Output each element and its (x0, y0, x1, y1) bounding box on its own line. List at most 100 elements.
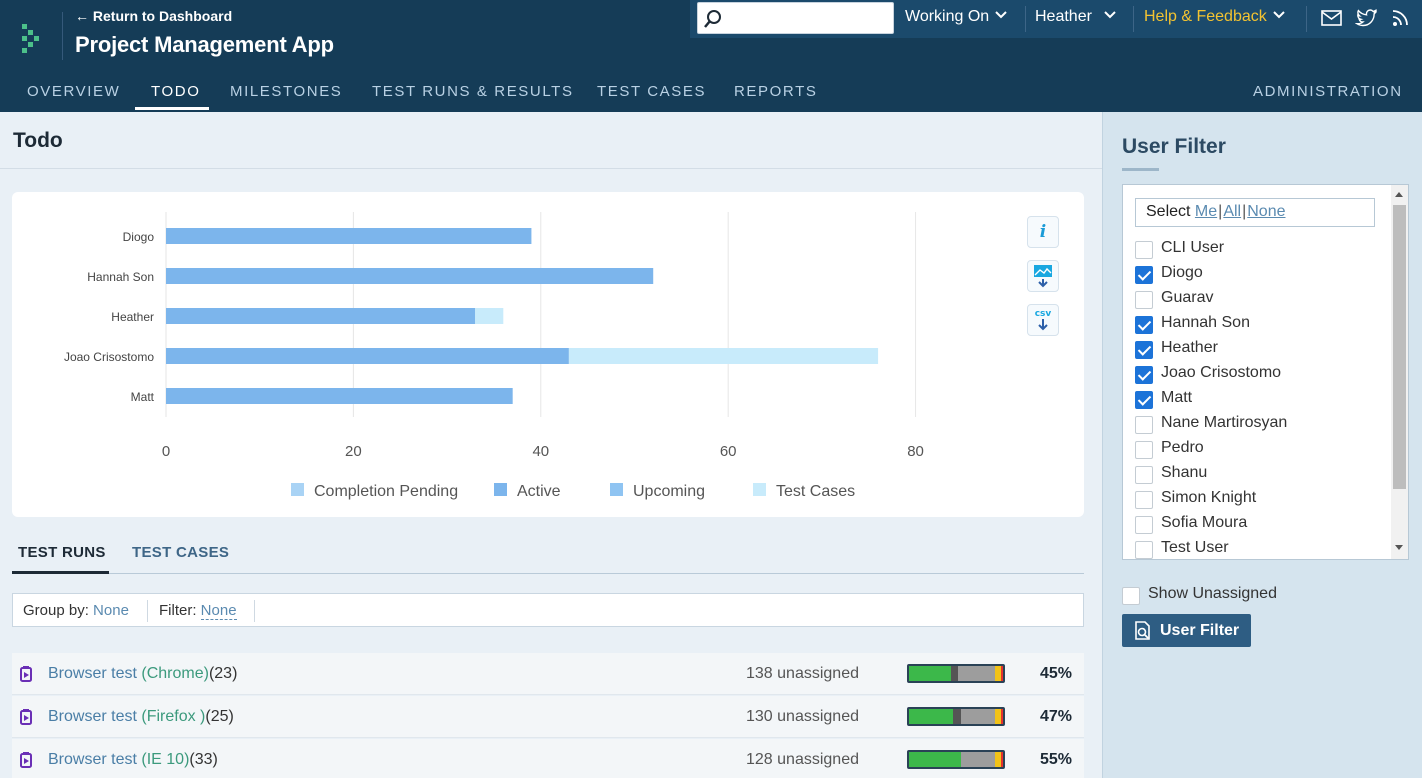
user-option[interactable]: Heather (1135, 338, 1375, 360)
progress-percent: 45% (1039, 665, 1072, 682)
user-menu-dropdown[interactable]: Heather (1035, 8, 1116, 26)
progress-bar (907, 664, 1005, 683)
user-name-label: Hannah Son (1161, 314, 1250, 331)
user-checkbox[interactable] (1135, 366, 1153, 384)
tab-overview[interactable]: OVERVIEW (27, 83, 121, 100)
test-run-row[interactable]: Browser test (IE 10)(33) 128 unassigned 55… (12, 739, 1084, 778)
chart-export-csv-button[interactable]: csv (1027, 304, 1059, 336)
return-to-dashboard-link[interactable]: ← Return to Dashboard (75, 8, 233, 24)
select-shortcuts: Select Me|All|None (1135, 198, 1375, 227)
user-checkbox[interactable] (1135, 266, 1153, 284)
user-option[interactable]: CLI User (1135, 238, 1375, 260)
user-option[interactable]: Joao Crisostomo (1135, 363, 1375, 385)
app-header: ← Return to Dashboard Project Management… (0, 0, 1422, 112)
user-list-box[interactable]: Select Me|All|None CLI User Diogo Guarav Ha… (1122, 184, 1409, 560)
tab-milestones[interactable]: MILESTONES (230, 83, 343, 100)
test-run-link[interactable]: Browser test (Chrome)(23) (48, 665, 237, 683)
user-option[interactable]: Diogo (1135, 263, 1375, 285)
tab-todo[interactable]: TODO (151, 83, 201, 100)
tab-reports[interactable]: REPORTS (734, 83, 818, 100)
todo-chart-card: 0 20 40 60 80 Diogo Hannah Son Heather Joao Cris… (12, 192, 1084, 517)
user-option[interactable]: Shanu (1135, 463, 1375, 485)
user-checkbox[interactable] (1135, 541, 1153, 559)
subtab-test-cases[interactable]: TEST CASES (132, 544, 230, 561)
user-option[interactable]: Pedro (1135, 438, 1375, 460)
help-feedback-label: Help & Feedback (1144, 8, 1267, 25)
scrollbar-thumb[interactable] (1393, 205, 1406, 489)
test-run-config: (IE 10) (141, 751, 190, 768)
user-list-scrollbar[interactable] (1391, 185, 1408, 559)
subtab-test-runs[interactable]: TEST RUNS (18, 544, 106, 561)
select-me-link[interactable]: Me (1194, 203, 1218, 220)
user-checkbox[interactable] (1135, 516, 1153, 534)
legend-entry: Completion Pending (314, 483, 458, 500)
tab-administration[interactable]: ADMINISTRATION (1253, 83, 1403, 100)
progress-segment (1001, 752, 1003, 767)
mail-icon[interactable] (1320, 7, 1344, 29)
scroll-down-arrow-icon[interactable] (1395, 545, 1403, 550)
user-name-label: Heather (1161, 339, 1218, 356)
user-option[interactable]: Sofia Moura (1135, 513, 1375, 535)
user-checkbox[interactable] (1135, 316, 1153, 334)
user-checkbox[interactable] (1135, 391, 1153, 409)
show-unassigned-checkbox[interactable] (1122, 587, 1140, 605)
scroll-up-arrow-icon[interactable] (1395, 192, 1403, 197)
show-unassigned-option[interactable]: Show Unassigned (1122, 584, 1362, 606)
y-category-label: Heather (111, 310, 154, 324)
chart-export-image-button[interactable] (1027, 260, 1059, 292)
progress-segment (960, 709, 996, 724)
bar-segment (568, 348, 879, 364)
user-option[interactable]: Test User (1135, 538, 1375, 559)
y-category-label: Diogo (123, 230, 155, 244)
app-title[interactable]: Project Management App (75, 32, 334, 57)
x-tick-label: 80 (907, 443, 924, 460)
tab-test-cases[interactable]: TEST CASES (597, 83, 707, 100)
working-on-dropdown[interactable]: Working On (905, 8, 1007, 26)
select-all-link[interactable]: All (1223, 203, 1242, 220)
user-checkbox[interactable] (1135, 416, 1153, 434)
user-checkbox[interactable] (1135, 491, 1153, 509)
test-run-row[interactable]: Browser test (Chrome)(23) 138 unassigned 4… (12, 653, 1084, 695)
y-category-label: Matt (131, 390, 155, 404)
test-run-icon (20, 666, 32, 682)
bar-segment (166, 228, 532, 244)
progress-percent: 55% (1039, 751, 1072, 768)
user-checkbox[interactable] (1135, 441, 1153, 459)
bar-segment (166, 348, 569, 364)
rss-icon[interactable] (1390, 7, 1414, 29)
test-run-count: (25) (205, 708, 234, 725)
search-box[interactable] (697, 2, 894, 34)
progress-segment (995, 666, 1002, 681)
test-run-row[interactable]: Browser test (Firefox )(25) 130 unassigne… (12, 696, 1084, 738)
user-option[interactable]: Guarav (1135, 288, 1375, 310)
legend-swatch (291, 483, 304, 496)
user-checkbox[interactable] (1135, 341, 1153, 359)
user-checkbox[interactable] (1135, 291, 1153, 309)
user-option[interactable]: Hannah Son (1135, 313, 1375, 335)
progress-segment (909, 709, 954, 724)
user-option[interactable]: Nane Martirosyan (1135, 413, 1375, 435)
select-none-link[interactable]: None (1247, 203, 1286, 220)
user-option[interactable]: Matt (1135, 388, 1375, 410)
search-input[interactable] (726, 9, 886, 29)
group-by-value[interactable]: None (93, 602, 129, 619)
chart-info-button[interactable]: i (1027, 216, 1059, 248)
help-feedback-dropdown[interactable]: Help & Feedback (1144, 8, 1285, 26)
x-tick-label: 20 (345, 443, 362, 460)
user-checkbox[interactable] (1135, 241, 1153, 259)
app-logo-icon[interactable] (22, 24, 44, 54)
search-icon (704, 10, 721, 28)
test-run-icon (20, 752, 32, 768)
filter-separator (254, 600, 255, 622)
filter-value[interactable]: None (200, 602, 237, 620)
twitter-icon[interactable] (1355, 7, 1379, 29)
user-option[interactable]: Simon Knight (1135, 488, 1375, 510)
progress-segment (995, 709, 1002, 724)
test-run-link[interactable]: Browser test (Firefox )(25) (48, 708, 234, 726)
apply-user-filter-button[interactable]: User Filter (1122, 614, 1251, 647)
results-subtabs: TEST RUNS TEST CASES (12, 536, 1084, 574)
test-run-link[interactable]: Browser test (IE 10)(33) (48, 751, 218, 769)
user-checkbox[interactable] (1135, 466, 1153, 484)
tab-test-runs-results[interactable]: TEST RUNS & RESULTS (372, 83, 574, 100)
legend-entry: Test Cases (776, 483, 855, 500)
